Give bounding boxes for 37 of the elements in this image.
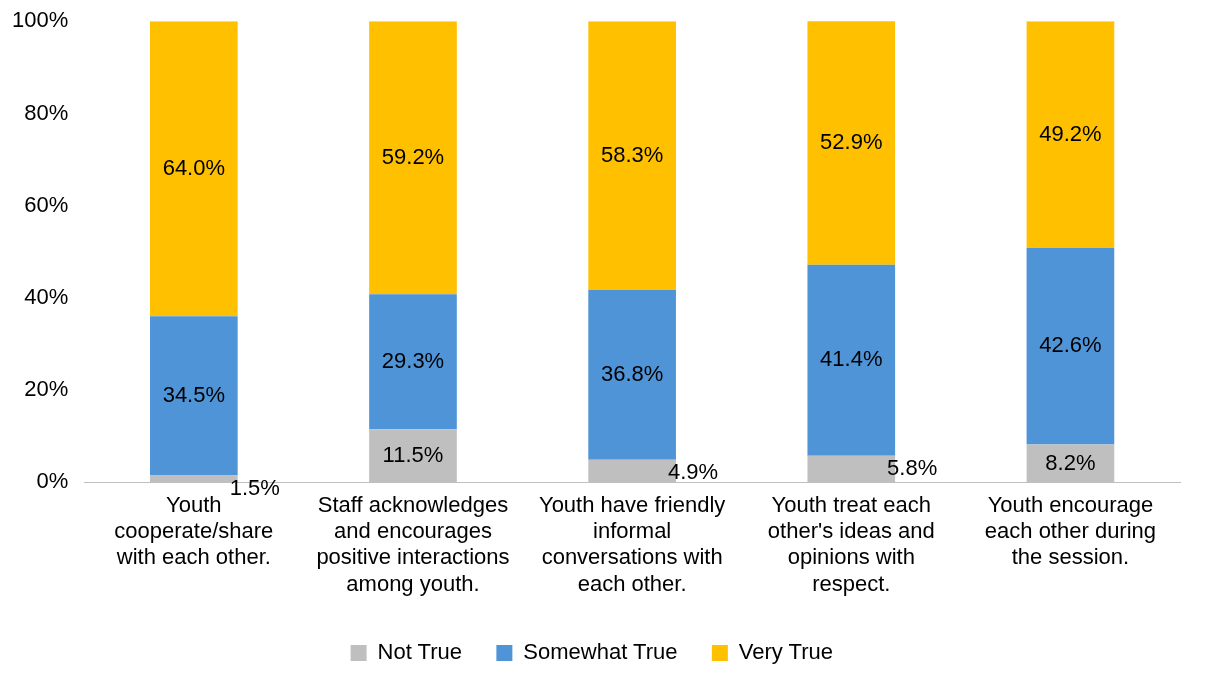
- bar: [1026, 21, 1115, 249]
- bar: [369, 21, 457, 295]
- data-label: 41.4%: [820, 346, 883, 372]
- data-label: 59.2%: [381, 143, 445, 169]
- bar: [588, 290, 676, 460]
- bar: [807, 264, 896, 456]
- x-tick-label: Staff acknowledges and encourages positive interactions among youth.: [316, 491, 510, 596]
- data-label: 34.5%: [162, 381, 226, 407]
- data-label: 49.2%: [1039, 120, 1102, 146]
- y-tick-label: 60%: [24, 191, 69, 217]
- legend-label: Not True: [377, 639, 462, 665]
- y-tick-label: 40%: [24, 283, 69, 309]
- y-tick-label: 0%: [36, 468, 69, 494]
- bar: [369, 294, 457, 430]
- data-label: 5.8%: [887, 454, 938, 480]
- bar: [150, 21, 238, 317]
- bar: [807, 21, 896, 265]
- data-label: 4.9%: [667, 458, 719, 484]
- bar: [588, 21, 676, 291]
- data-label: 52.9%: [820, 128, 883, 154]
- y-tick-label: 80%: [24, 99, 69, 125]
- bar: [1026, 248, 1115, 445]
- data-label: 64.0%: [162, 154, 226, 180]
- x-tick-label: Youth have friendly informal conversations with each other.: [538, 491, 726, 596]
- legend-label: Somewhat True: [523, 639, 678, 665]
- data-label: 36.8%: [600, 361, 664, 386]
- data-label: 29.3%: [381, 347, 445, 373]
- data-label: 8.2%: [1045, 449, 1096, 475]
- y-tick-label: 100%: [11, 7, 69, 33]
- x-tick-label: Youth encourage each other during the session.: [984, 491, 1157, 570]
- data-label: 58.3%: [600, 141, 664, 167]
- data-label: 11.5%: [382, 441, 444, 467]
- x-tick-label: Youth treat each other's ideas and opinions with respect.: [767, 491, 935, 596]
- legend-label: Very True: [738, 639, 833, 665]
- data-label: 42.6%: [1039, 332, 1102, 358]
- y-tick-label: 20%: [24, 376, 69, 402]
- bar: [150, 316, 238, 476]
